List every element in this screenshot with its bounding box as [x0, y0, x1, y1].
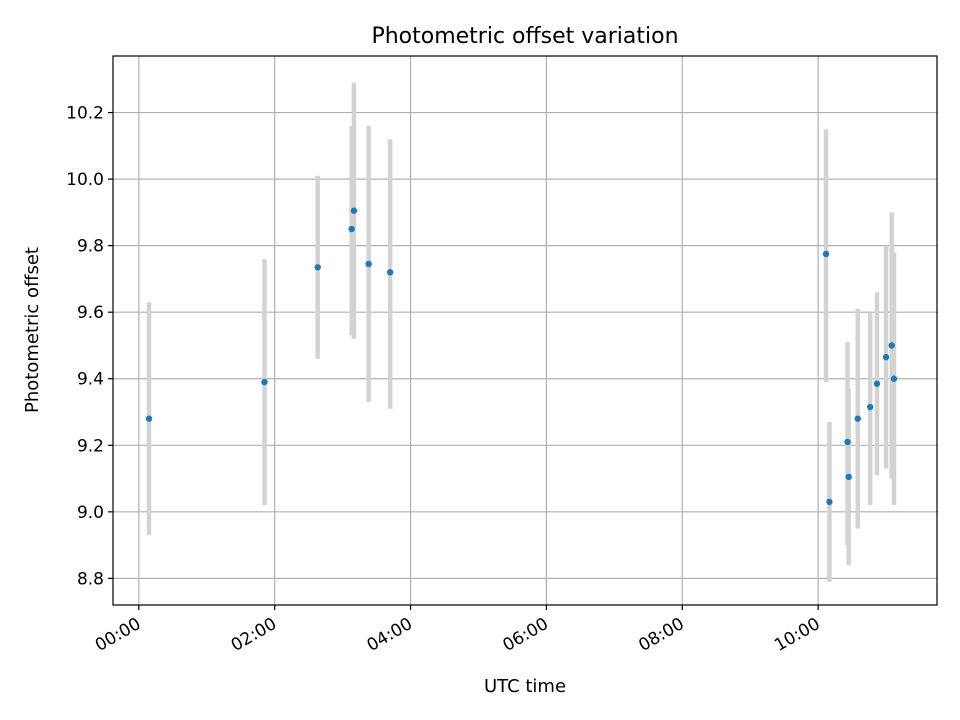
- axes-frame: [112, 55, 938, 606]
- data-point: [261, 378, 268, 386]
- data-point: [822, 250, 830, 258]
- y-tick-label: 9.8: [77, 237, 104, 257]
- data-point: [365, 260, 372, 268]
- y-tick-label: 10.0: [66, 170, 104, 190]
- y-tick-label: 8.8: [77, 569, 104, 589]
- data-point: [844, 438, 851, 446]
- data-point: [348, 225, 355, 233]
- data-point: [350, 207, 358, 214]
- data-point: [826, 498, 833, 506]
- x-axis-label: UTC time: [484, 676, 566, 697]
- y-tick-label: 10.2: [66, 104, 104, 124]
- data-point: [854, 415, 861, 422]
- y-tick-label: 9.6: [77, 303, 104, 323]
- data-point: [845, 473, 852, 481]
- y-axis-ticks: 8.8 9.0 9.2 9.4 9.6 9.8 10.0 10.2: [66, 104, 113, 589]
- grid-lines: [113, 56, 937, 605]
- data-point: [867, 403, 874, 411]
- chart-title: Photometric offset variation: [371, 24, 678, 49]
- data-point: [890, 375, 898, 382]
- data-point: [873, 380, 881, 387]
- data-point: [314, 264, 321, 271]
- data-points: [145, 207, 898, 506]
- data-point: [145, 415, 153, 422]
- data-point: [882, 353, 890, 361]
- data-point: [386, 269, 394, 276]
- y-axis-label: Photometric offset: [22, 247, 43, 413]
- y-tick-label: 9.2: [77, 436, 104, 456]
- y-tick-label: 9.0: [77, 503, 104, 523]
- y-tick-label: 9.4: [77, 370, 104, 390]
- data-point: [888, 342, 895, 349]
